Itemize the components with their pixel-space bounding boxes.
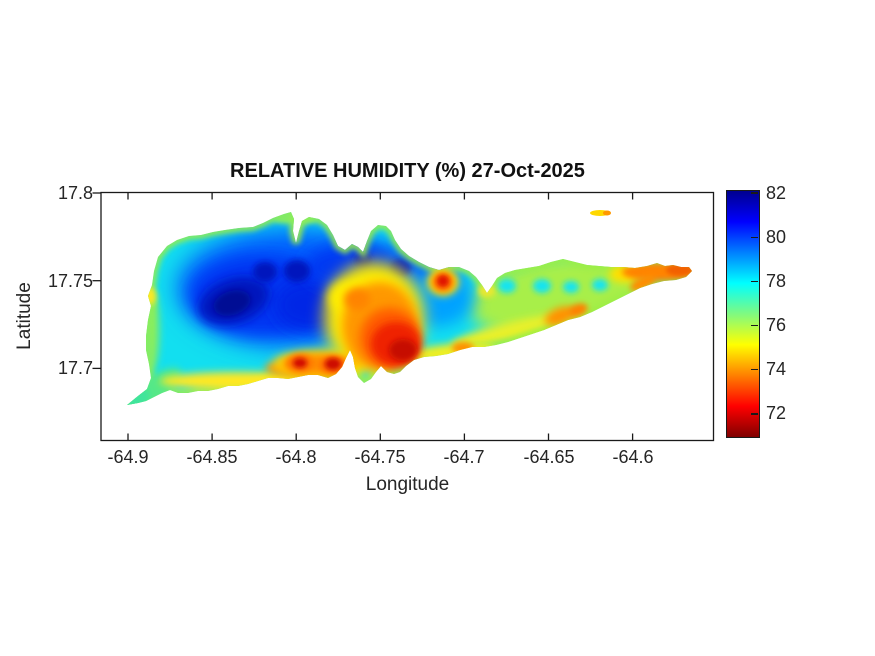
tail-cyan-spot-3 [563,281,579,293]
east-tip-south-orange [630,274,656,292]
navy-blob-2 [253,262,277,282]
colorbar-tick-label: 82 [766,183,787,203]
bay-yellow [478,284,496,298]
small-islet [590,210,611,216]
humidity-field [127,212,692,405]
colorbar-tick-label: 72 [766,403,787,423]
tail-orange-bump-3 [568,303,588,317]
orange-tongue [344,288,370,310]
tail-cyan-spot-2 [533,279,551,293]
east-tip-deep-orange [666,264,692,276]
red-complex-dark-core [389,339,417,361]
navy-blob-3 [284,260,310,282]
colorbar-gradient [726,190,760,438]
tail-orange-bump-1 [452,342,474,354]
north-red-spot-core [437,275,449,287]
south-red-spot-2 [325,358,341,370]
x-tick-label: -64.9 [107,447,149,467]
y-tick-label: 17.7 [57,358,93,378]
colorbar-tick-label: 74 [766,359,787,379]
colorbar-tick [751,324,758,327]
tail-cyan-spot-1 [498,279,516,293]
south-red-spot-1 [293,358,307,368]
x-axis-label: Longitude [365,474,450,495]
y-tick-marks [92,192,101,370]
colorbar-tick-label: 78 [766,271,787,291]
plot-box [100,191,715,442]
y-tick-label: 17.8 [57,183,93,203]
x-tick-label: -64.65 [523,447,575,467]
x-tick-label: -64.75 [354,447,406,467]
colorbar-tick [751,369,758,371]
chart-title: RELATIVE HUMIDITY (%) 27-Oct-2025 [230,160,585,182]
x-tick-label: -64.85 [186,447,238,467]
north-bump-green [273,214,317,224]
colorbar-tick [751,280,758,283]
x-tick-label: -64.7 [443,447,485,467]
y-tick-label: 17.75 [47,271,93,291]
navy-blob-max-core [213,290,251,316]
colorbar-tick [751,192,758,194]
y-axis-label: Latitude [14,282,35,350]
west-coast-yellow-spot [144,287,156,305]
colorbar-tick-label: 80 [766,227,787,247]
x-tick-label: -64.8 [275,447,317,467]
southwest-tip-green [127,389,150,405]
x-tick-label: -64.6 [612,447,654,467]
colorbar-tick [751,236,758,238]
x-tick-marks [127,192,634,441]
colorbar-tick-label: 76 [766,315,787,335]
colorbar-tick [751,413,758,415]
tail-cyan-spot-4 [592,279,608,291]
